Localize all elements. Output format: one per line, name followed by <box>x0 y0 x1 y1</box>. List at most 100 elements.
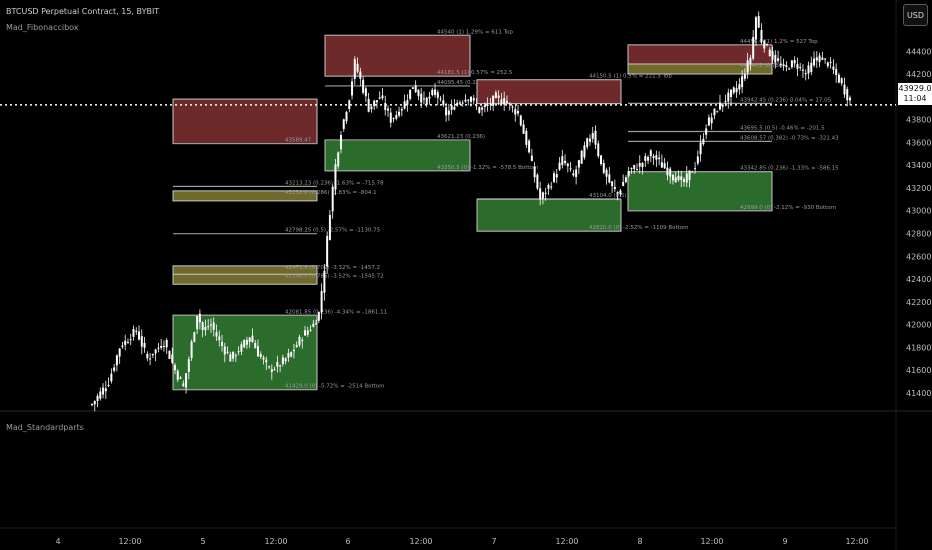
candle-body <box>113 367 116 371</box>
candle-body <box>564 160 567 164</box>
candle-body <box>649 150 652 157</box>
candle-body <box>281 357 284 364</box>
candle-body <box>276 362 279 367</box>
candle-body <box>494 92 497 99</box>
candle-body <box>171 354 174 363</box>
candle-body <box>552 173 555 182</box>
candle-body <box>265 359 268 363</box>
candle-body <box>608 174 611 183</box>
candle-body <box>688 170 691 181</box>
candle-body <box>304 330 307 336</box>
x-tick-label: 12:00 <box>555 537 578 546</box>
candles-group <box>91 11 851 412</box>
candle-body <box>586 138 589 147</box>
candle-body <box>594 130 597 145</box>
fib-level-label: 44244.2 (0.786) <box>740 63 785 69</box>
candle-body <box>434 89 437 95</box>
candle-body <box>279 365 282 367</box>
candle-body <box>431 89 434 96</box>
fib-top-zone <box>172 98 318 145</box>
candle-body <box>398 111 401 116</box>
candle-body <box>248 337 251 342</box>
candle-body <box>284 358 287 362</box>
candle-body <box>306 330 309 335</box>
pane2-indicator-name[interactable]: Mad_Standardparts <box>6 423 84 432</box>
candle-body <box>500 99 503 104</box>
candle-body <box>102 387 105 395</box>
candle-body <box>647 156 650 161</box>
candle-body <box>143 342 146 348</box>
candle-body <box>760 29 763 42</box>
candle-body <box>622 182 625 187</box>
candle-body <box>140 336 143 347</box>
candle-body <box>121 345 124 347</box>
candle-body <box>378 97 381 99</box>
fib-level-label: 43621.23 (0.236) <box>437 134 485 140</box>
candle-body <box>702 138 705 145</box>
candle-body <box>234 355 237 357</box>
candle-body <box>677 175 680 181</box>
candle-body <box>132 328 135 337</box>
candle-body <box>829 61 832 63</box>
candle-body <box>245 339 248 345</box>
candle-body <box>334 164 337 190</box>
candle-body <box>671 174 674 181</box>
fib-level-label: 42081.85 (0.236) -4.34% = -1861.11 <box>285 309 387 315</box>
candle-body <box>685 173 688 183</box>
candle-body <box>237 351 240 353</box>
candle-body <box>414 85 417 93</box>
indicator-name[interactable]: Mad_Fibonaccibox <box>6 23 79 32</box>
fib-level-label: 43342.85 (0.236) -1.33% = -586.15 <box>740 166 839 172</box>
y-tick-label: 43200.0 <box>906 184 932 193</box>
candle-body <box>591 132 594 139</box>
x-tick-label: 9 <box>782 537 787 546</box>
candle-body <box>716 111 719 113</box>
candle-body <box>771 51 774 60</box>
candle-body <box>373 100 376 107</box>
candle-body <box>107 384 110 386</box>
candle-body <box>597 143 600 157</box>
candle-body <box>699 142 702 155</box>
candle-body <box>320 291 323 313</box>
candle-body <box>458 102 461 104</box>
candle-body <box>207 326 210 328</box>
candle-body <box>727 92 730 102</box>
fib-box-3: 44150.5 (1) 0.5% = 221.5 Top 43104.0 (0.5… <box>476 74 689 232</box>
candle-body <box>616 192 619 194</box>
candle-body <box>461 102 464 104</box>
candle-body <box>317 312 320 321</box>
y-tick-label: 41600.0 <box>906 366 932 375</box>
candle-body <box>680 176 683 180</box>
candle-body <box>409 89 412 100</box>
candle-body <box>456 102 459 106</box>
y-tick-label: 41800.0 <box>906 343 932 352</box>
candle-body <box>746 60 749 73</box>
candle-body <box>218 336 221 341</box>
fib-band <box>627 63 773 75</box>
candle-body <box>339 135 342 150</box>
candle-body <box>483 105 486 108</box>
candle-body <box>223 346 226 355</box>
candle-body <box>575 169 578 177</box>
fib-level-label: 42471.8 (0.702) -3.32% = -1457.2 <box>285 265 380 271</box>
candle-body <box>801 69 804 71</box>
candle-body <box>151 353 154 356</box>
candle-body <box>395 114 398 119</box>
candle-body <box>110 373 113 382</box>
candle-body <box>655 155 658 160</box>
candle-body <box>754 17 757 40</box>
candle-body <box>193 332 196 342</box>
candle-body <box>763 40 766 49</box>
candle-body <box>179 377 182 379</box>
fib-level-label: 44150.5 (1) 0.5% = 221.5 Top <box>589 74 672 80</box>
candle-body <box>611 181 614 186</box>
candle-body <box>666 167 669 176</box>
currency-button[interactable]: USD <box>903 4 928 26</box>
candle-body <box>422 98 425 100</box>
x-tick-label: 8 <box>637 537 642 546</box>
candle-body <box>185 373 188 388</box>
candle-body <box>846 89 849 101</box>
candle-body <box>259 354 262 357</box>
candle-body <box>492 95 495 106</box>
